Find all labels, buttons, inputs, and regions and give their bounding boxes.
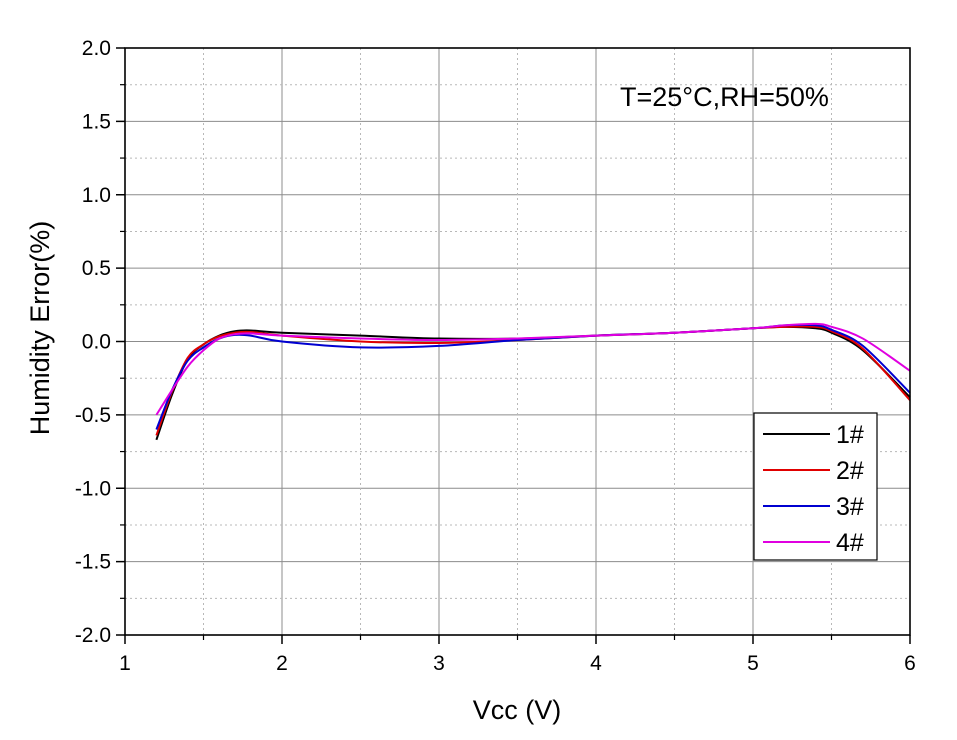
x-tick-label: 2	[276, 652, 288, 675]
x-tick-label: 5	[747, 652, 759, 675]
x-tick-label: 1	[119, 652, 131, 675]
legend-label-4: 4#	[836, 529, 864, 557]
minor-ticks	[120, 48, 910, 640]
y-axis-title: Humidity Error(%)	[25, 221, 55, 436]
y-tick-label: 1.0	[82, 184, 111, 207]
y-tick-label: 1.5	[82, 110, 111, 133]
series-line-3	[155, 323, 911, 430]
legend-box	[753, 412, 878, 561]
legend: 1# 2# 3# 4#	[753, 412, 878, 561]
y-tick-label: 0.0	[82, 331, 111, 354]
y-tick-label: 0.5	[82, 257, 111, 280]
series-line-4	[155, 322, 911, 416]
legend-label-2: 2#	[836, 457, 864, 485]
x-tick-label: 3	[433, 652, 445, 675]
legend-label-1: 1#	[836, 421, 864, 449]
x-tick-label: 4	[590, 652, 602, 675]
y-tick-label: -0.5	[75, 404, 111, 427]
x-tick-label: 6	[904, 652, 916, 675]
y-tick-label: -1.5	[75, 551, 111, 574]
y-tick-label: 2.0	[82, 37, 111, 60]
condition-annotation: T=25°C,RH=50%	[620, 82, 829, 112]
x-axis-title: Vcc (V)	[473, 695, 562, 725]
x-axis-ticks: 1 2 3 4 5 6	[119, 635, 916, 675]
y-tick-label: -1.0	[75, 477, 111, 500]
y-axis-ticks: 2.0 1.5 1.0 0.5 0.0 -0.5 -1.0 -1.5 -2.0	[75, 37, 125, 647]
legend-label-3: 3#	[836, 493, 864, 521]
y-tick-label: -2.0	[75, 624, 111, 647]
series-lines	[155, 322, 911, 441]
series-line-2	[155, 325, 911, 436]
